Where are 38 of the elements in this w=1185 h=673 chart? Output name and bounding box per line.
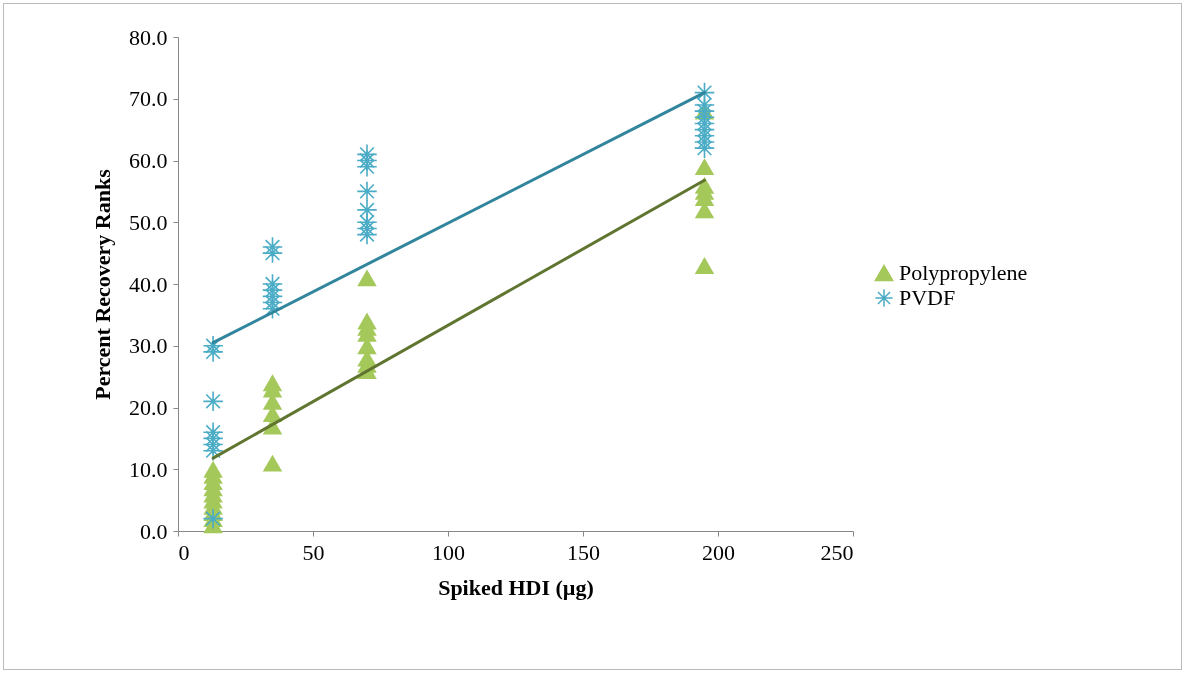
point [694,158,715,176]
legend-label: Polypropylene [899,260,1028,285]
point [356,199,378,221]
point [261,236,284,258]
x-tick-label: 50 [302,539,325,565]
point [202,434,224,456]
point [356,143,378,165]
point [356,224,378,246]
y-tick-label: 40.0 [129,271,168,297]
x-tick-label: 150 [567,539,600,565]
point [262,374,283,392]
legend-label: PVDF [899,285,956,310]
y-tick-label: 20.0 [129,395,168,420]
point [693,82,716,104]
y-tick-label: 50.0 [129,209,168,235]
point [357,312,377,330]
point [202,335,224,357]
x-tick-label: 200 [702,539,735,565]
y-tick-label: 30.0 [129,333,168,359]
y-tick-label: 80.0 [129,24,168,50]
point [694,257,715,274]
y-tick-label: 10.0 [129,456,168,482]
point [202,390,224,412]
point [694,176,715,194]
y-axis-title: Percent Recovery Ranks [90,168,115,400]
y-tick-label: 0.0 [140,518,168,544]
y-tick-label: 60.0 [129,148,168,173]
x-tick-label: 250 [820,539,854,565]
y-tick-label: 70.0 [129,86,168,112]
x-tick-label: 100 [432,539,465,565]
point [203,460,223,478]
point [356,180,378,202]
point [357,269,377,287]
point [202,421,224,443]
point [262,454,283,472]
x-tick-label: 0 [178,539,190,565]
x-axis-title: Spiked HDI (µg) [438,574,594,600]
point [261,273,284,295]
